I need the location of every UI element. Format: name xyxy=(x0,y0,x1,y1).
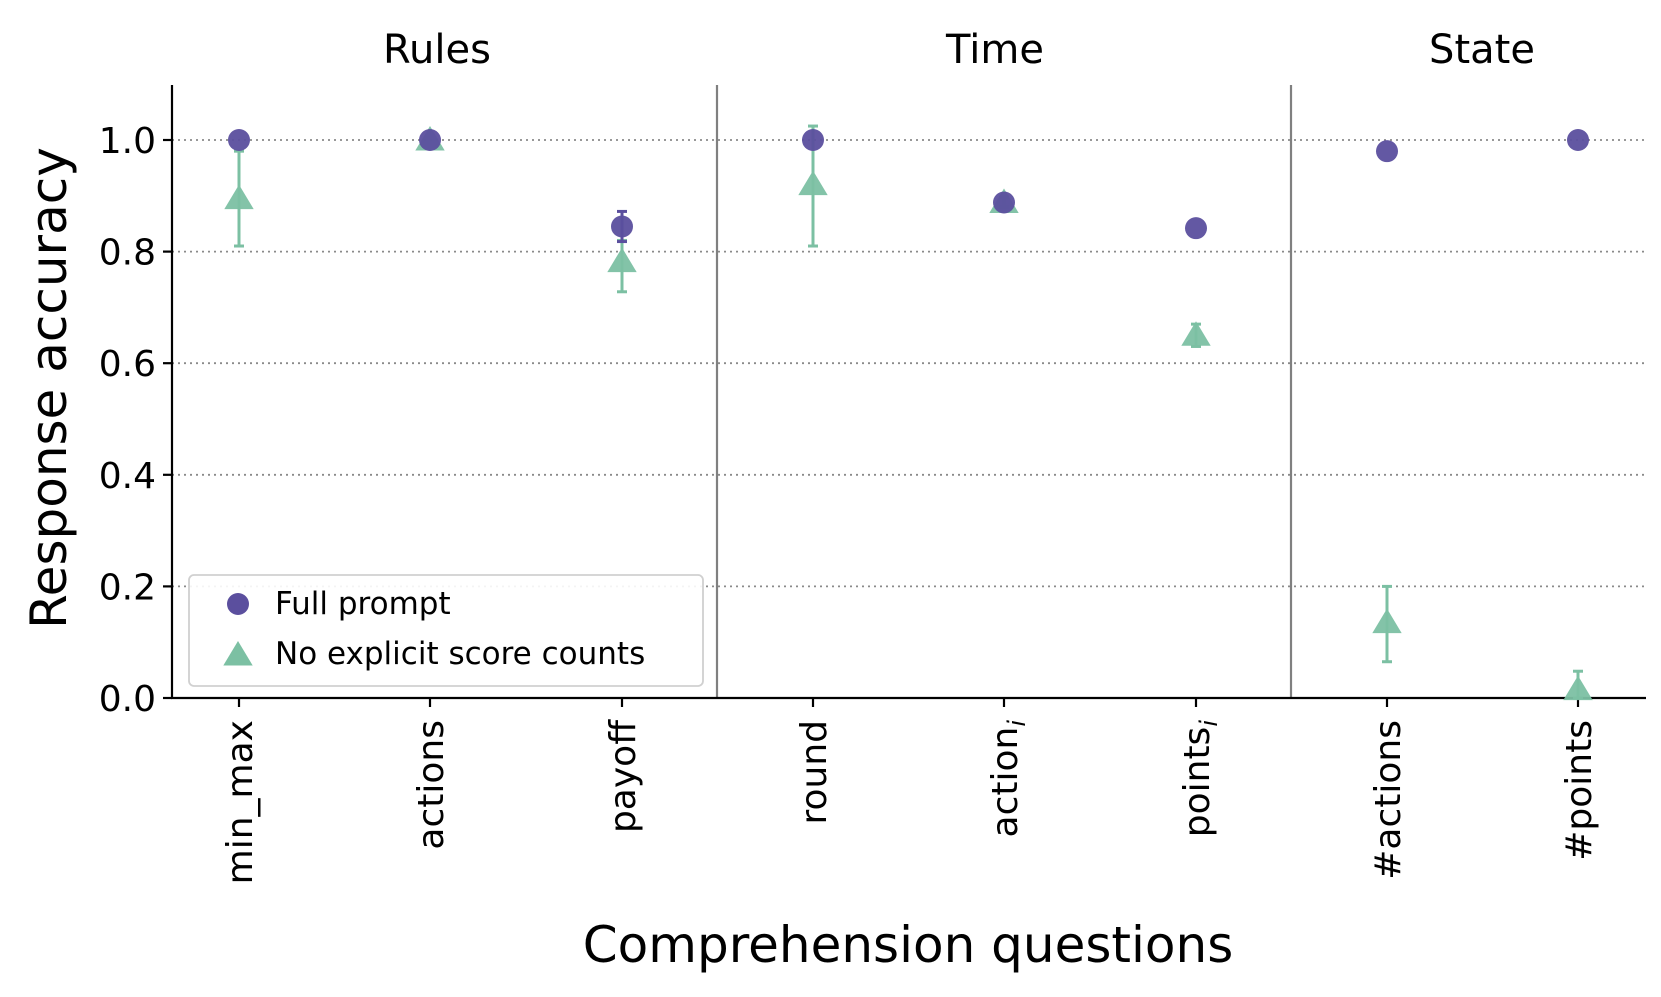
group-title-rules: Rules xyxy=(383,27,491,73)
legend-label-full-prompt: Full prompt xyxy=(275,586,451,622)
data-point-round xyxy=(802,129,824,151)
x-tick-label-actions: actions xyxy=(411,720,452,850)
y-tick-label: 0.8 xyxy=(99,233,156,274)
y-tick-label: 0.4 xyxy=(99,456,156,497)
y-axis-title: Response accuracy xyxy=(20,147,78,629)
series-layer xyxy=(224,124,1593,701)
data-point-actions xyxy=(1372,608,1402,634)
group-separators xyxy=(715,85,1293,698)
group-title-time: Time xyxy=(945,27,1044,73)
data-point-min-max xyxy=(224,184,254,210)
data-point-points xyxy=(1567,129,1589,151)
group-titles: Rules Time State xyxy=(383,27,1535,73)
x-tick-label-round: round xyxy=(794,720,835,825)
data-point-payoff xyxy=(607,247,637,273)
data-point-points-i xyxy=(1185,217,1207,240)
data-point-points-i xyxy=(1181,321,1211,346)
legend-box xyxy=(188,574,704,687)
x-tick-label-actions: #actions xyxy=(1368,720,1409,880)
x-axis-title: Comprehension questions xyxy=(583,916,1234,974)
y-tick-label: 0.6 xyxy=(99,344,156,385)
data-point-points xyxy=(1563,675,1593,701)
legend-marker-no-explicit-score-counts xyxy=(223,641,253,666)
data-point-min-max xyxy=(228,129,250,151)
legend-label-no-explicit-score-counts: No explicit score counts xyxy=(275,636,645,672)
data-point-round xyxy=(798,170,828,196)
x-tick-label-points-i: pointsi xyxy=(1177,720,1223,838)
x-tick-label-payoff: payoff xyxy=(603,719,644,833)
y-tick-label: 1.0 xyxy=(99,121,156,162)
data-point-actions xyxy=(1376,140,1398,163)
y-tick-label: 0.0 xyxy=(99,679,156,720)
x-tick-label-min-max: min_max xyxy=(220,720,261,884)
x-tick-label-action-i: actioni xyxy=(985,720,1031,838)
axes: 0.0 0.2 0.4 0.6 0.8 1.0 min_max actions payoff ro… xyxy=(99,85,1646,884)
legend: Full prompt No explicit score counts xyxy=(188,574,704,687)
legend-marker-full-prompt xyxy=(227,593,249,615)
data-point-actions xyxy=(419,129,441,151)
data-point-action-i xyxy=(993,191,1015,214)
group-title-state: State xyxy=(1429,27,1535,73)
series-full-prompt xyxy=(228,129,1589,244)
y-tick-label: 0.2 xyxy=(99,567,156,608)
data-point-payoff xyxy=(611,215,633,238)
x-tick-label-points: #points xyxy=(1559,720,1600,861)
